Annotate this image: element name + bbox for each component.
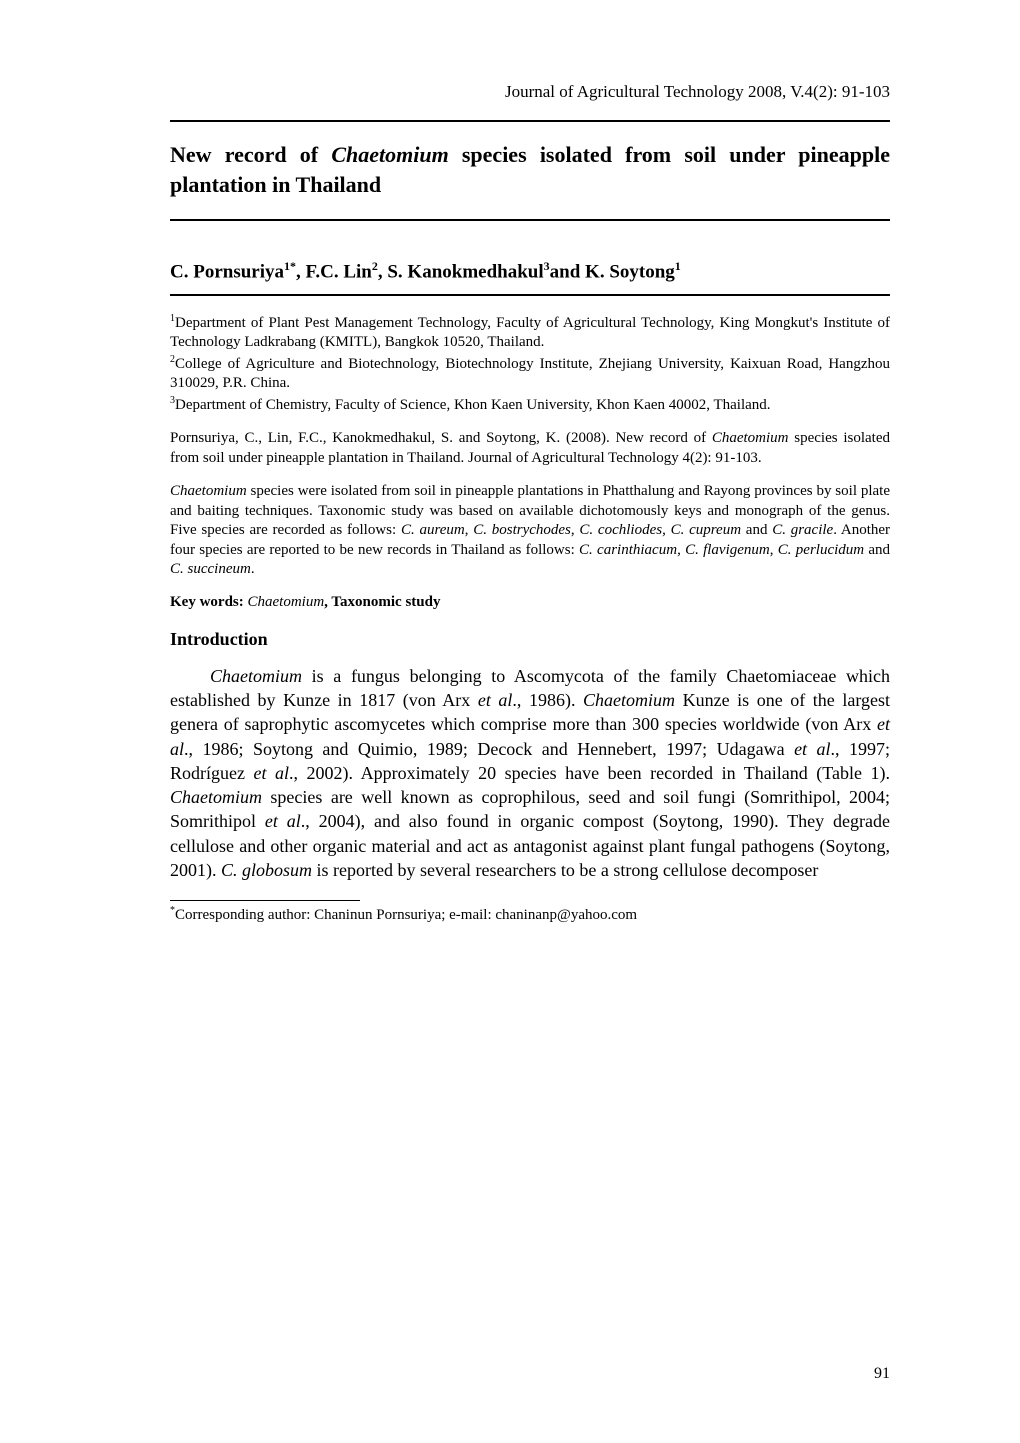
affiliation-2: 2College of Agriculture and Biotechnolog…: [170, 353, 890, 394]
footnote: *Corresponding author: Chaninun Pornsuri…: [170, 905, 890, 924]
paper-title: New record of Chaetomium species isolate…: [170, 140, 890, 199]
footnote-text: Corresponding author: Chaninun Pornsuriy…: [175, 907, 637, 923]
affiliation-3-text: Department of Chemistry, Faculty of Scie…: [175, 397, 771, 413]
citation-prefix: Pornsuriya, C., Lin, F.C., Kanokmedhakul…: [170, 430, 712, 446]
citation: Pornsuriya, C., Lin, F.C., Kanokmedhakul…: [170, 429, 890, 468]
affiliation-2-text: College of Agriculture and Biotechnology…: [170, 356, 890, 392]
title-italic-genus: Chaetomium: [331, 142, 448, 167]
affiliation-1-text: Department of Plant Pest Management Tech…: [170, 315, 890, 351]
affiliations: 1Department of Plant Pest Management Tec…: [170, 312, 890, 416]
citation-italic: Chaetomium: [712, 430, 789, 446]
abstract: Chaetomium species were isolated from so…: [170, 482, 890, 580]
keywords-italic: Chaetomium: [248, 594, 325, 610]
footnote-rule: [170, 900, 360, 901]
title-prefix: New record of: [170, 142, 331, 167]
page-number: 91: [874, 1365, 890, 1383]
section-heading-introduction: Introduction: [170, 629, 890, 650]
affiliation-3: 3Department of Chemistry, Faculty of Sci…: [170, 394, 890, 416]
affiliation-1: 1Department of Plant Pest Management Tec…: [170, 312, 890, 353]
keywords-rest: , Taxonomic study: [324, 594, 440, 610]
keywords: Key words: Chaetomium, Taxonomic study: [170, 594, 890, 611]
introduction-paragraph: Chaetomium is a fungus belonging to Asco…: [170, 664, 890, 883]
authors-block: C. Pornsuriya1*, F.C. Lin2, S. Kanokmedh…: [170, 259, 890, 295]
journal-header: Journal of Agricultural Technology 2008,…: [170, 82, 890, 102]
keywords-label: Key words:: [170, 594, 244, 610]
authors-line: C. Pornsuriya1*, F.C. Lin2, S. Kanokmedh…: [170, 259, 890, 283]
title-block: New record of Chaetomium species isolate…: [170, 120, 890, 221]
